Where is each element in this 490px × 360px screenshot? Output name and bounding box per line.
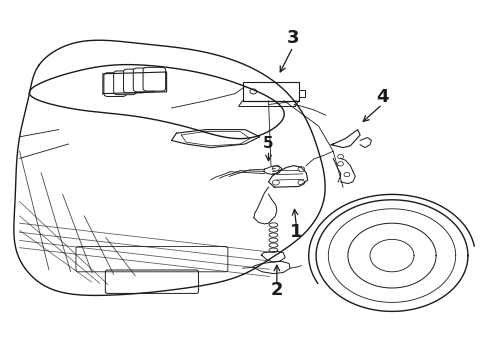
Ellipse shape <box>269 248 278 252</box>
Circle shape <box>344 172 350 177</box>
Circle shape <box>298 180 305 185</box>
Circle shape <box>250 89 257 94</box>
Text: 2: 2 <box>270 281 283 299</box>
Text: 3: 3 <box>287 29 299 47</box>
Bar <box>243 82 299 101</box>
FancyBboxPatch shape <box>133 68 156 92</box>
Circle shape <box>338 162 343 166</box>
Text: 5: 5 <box>263 136 274 152</box>
FancyBboxPatch shape <box>114 71 136 95</box>
Circle shape <box>338 154 343 159</box>
Circle shape <box>272 180 279 185</box>
Ellipse shape <box>269 233 278 237</box>
Circle shape <box>298 167 305 172</box>
Ellipse shape <box>269 238 278 242</box>
Ellipse shape <box>269 243 278 247</box>
Text: 1: 1 <box>290 223 303 241</box>
Ellipse shape <box>269 223 278 227</box>
Text: 4: 4 <box>376 88 389 106</box>
Ellipse shape <box>269 228 278 232</box>
FancyBboxPatch shape <box>123 69 146 93</box>
FancyBboxPatch shape <box>143 67 166 91</box>
FancyBboxPatch shape <box>104 73 126 96</box>
Circle shape <box>272 166 279 171</box>
